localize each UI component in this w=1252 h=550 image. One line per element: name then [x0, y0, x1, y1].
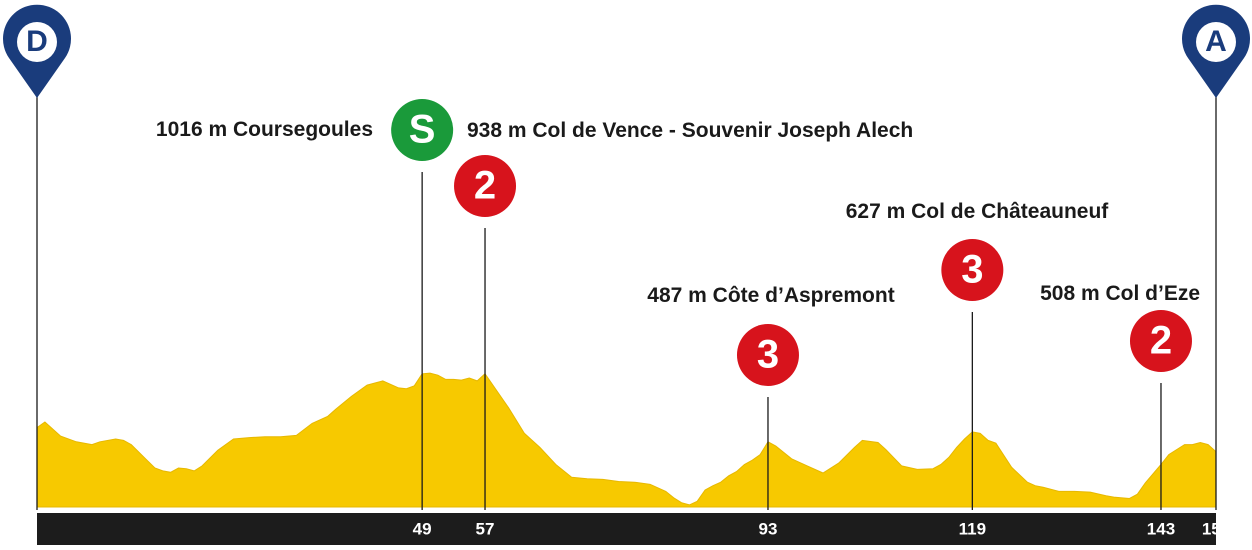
climb-labels: 1016 m Coursegoules 938 m Col de Vence -…	[156, 118, 1200, 307]
profile-layer	[36, 372, 1217, 508]
climb-label-coursegoules: 1016 m Coursegoules	[156, 118, 373, 141]
category-badge-icon	[1129, 310, 1192, 372]
sprint-badge-icon	[391, 99, 454, 161]
badge-label: 2	[1150, 319, 1172, 363]
category-badge-icon	[736, 324, 799, 386]
climb-label-col-deze: 508 m Col d’Eze	[1040, 282, 1200, 305]
start-pin-inner	[17, 22, 57, 62]
badge-label: S	[409, 108, 436, 152]
km-axis-bar	[37, 513, 1216, 545]
km-tick-label: 93	[759, 519, 778, 538]
finish-pin-letter: A	[1205, 25, 1227, 58]
climb-label-col-de-vence: 938 m Col de Vence - Souvenir Joseph Ale…	[467, 119, 913, 142]
climb-label-chateauneuf: 627 m Col de Châteauneuf	[846, 200, 1110, 223]
km-tick-label: 119	[959, 519, 986, 538]
km-tick-label: 57	[476, 519, 495, 538]
elevation-area	[36, 372, 1217, 508]
km-tick-label: 49	[413, 519, 432, 538]
category-badge-icon	[454, 155, 517, 217]
category-badge-icon	[941, 239, 1004, 301]
km-axis: 49 57 93 119 143 150	[37, 513, 1230, 545]
badge-label: 2	[474, 164, 496, 208]
km-tick-label: 143	[1147, 519, 1175, 538]
start-pin-letter: D	[26, 25, 48, 58]
km-tick-label: 150	[1202, 519, 1230, 538]
climb-label-aspremont: 487 m Côte d’Aspremont	[647, 284, 894, 307]
finish-pin-inner	[1196, 22, 1236, 62]
badge-label: 3	[961, 248, 983, 292]
badge-label: 3	[757, 333, 779, 377]
